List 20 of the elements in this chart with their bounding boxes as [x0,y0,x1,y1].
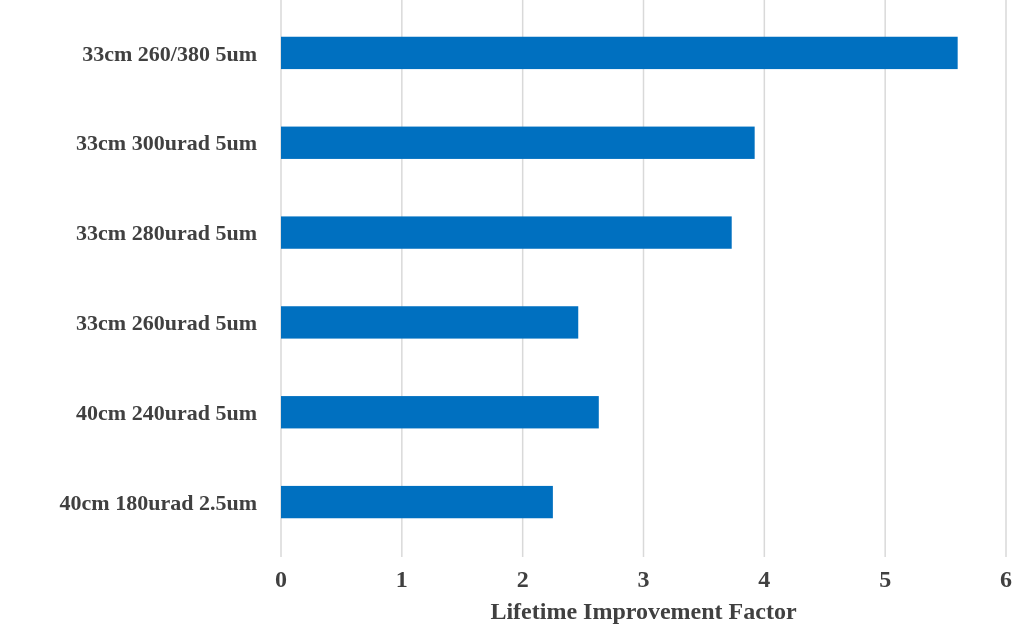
y-tick-label: 33cm 300urad 5um [76,130,257,156]
bar [281,306,579,339]
x-tick-label: 0 [275,566,287,592]
x-tick-label: 3 [637,566,650,592]
x-tick-label: 5 [879,566,892,592]
x-tick-label: 4 [758,566,771,592]
x-tick-label: 6 [1000,566,1012,592]
y-tick-label: 33cm 260/380 5um [82,40,257,66]
y-tick-label: 33cm 280urad 5um [76,220,257,246]
x-tick-label: 2 [516,566,529,592]
y-tick-label: 40cm 180urad 2.5um [59,489,257,515]
bar [281,396,599,429]
x-axis-title: Lifetime Improvement Factor [490,598,797,624]
x-tick-label: 1 [395,566,408,592]
bar [281,36,958,70]
y-tick-label: 33cm 260urad 5um [76,310,257,336]
bar [281,216,732,249]
bar [281,485,553,519]
y-tick-label: 40cm 240urad 5um [76,399,257,425]
bar [281,126,755,159]
